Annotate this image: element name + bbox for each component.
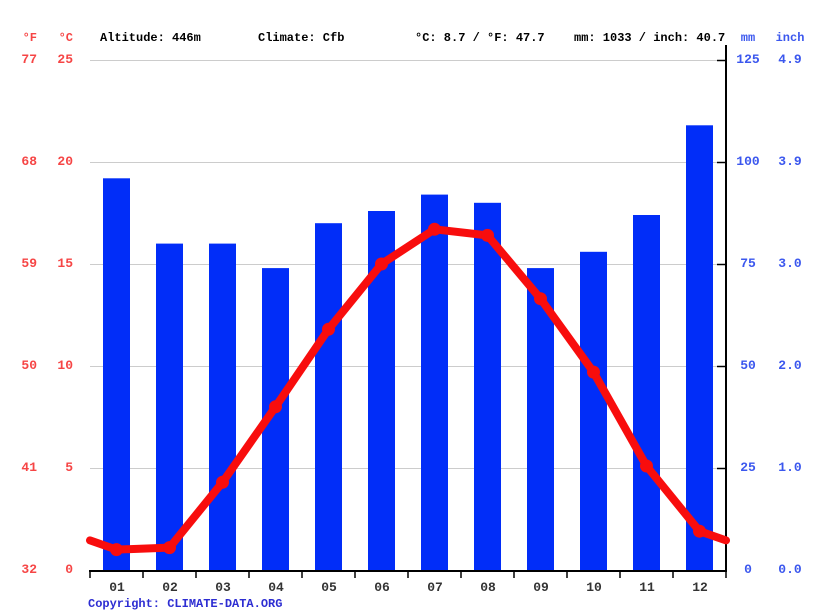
month-label-06: 06 (374, 580, 390, 595)
mm-tick-label: 25 (740, 460, 756, 475)
precipitation-bar-10 (580, 251, 607, 572)
copyright: Copyright: CLIMATE-DATA.ORG (88, 596, 282, 611)
precipitation-bar-07 (421, 194, 448, 571)
inch-tick-label: 4.9 (778, 52, 802, 67)
total-precipitation-text: mm: 1033 / inch: 40.7 (574, 31, 726, 45)
temperature-point-11 (640, 459, 653, 473)
mm-tick-label: 0 (744, 562, 752, 577)
inch-tick-label: 3.9 (778, 154, 802, 169)
copyright-prefix: Copyright: (88, 597, 161, 611)
temperature-point-08 (481, 228, 494, 242)
mm-tick-label: 50 (740, 358, 756, 373)
celsius-axis-title: °C (58, 31, 73, 45)
month-label-11: 11 (639, 580, 655, 595)
month-label-09: 09 (533, 580, 549, 595)
fahrenheit-tick-label: 77 (21, 52, 37, 67)
fahrenheit-tick-label: 32 (21, 562, 37, 577)
precipitation-bar-03 (209, 243, 236, 571)
temperature-point-05 (322, 322, 335, 336)
month-label-01: 01 (109, 580, 125, 595)
mm-tick-label: 75 (740, 256, 756, 271)
month-label-02: 02 (162, 580, 178, 595)
copyright-site-link[interactable]: CLIMATE-DATA.ORG (167, 597, 283, 611)
altitude-text: Altitude: 446m (100, 31, 201, 45)
temperature-point-06 (375, 257, 388, 271)
celsius-tick-label: 15 (57, 256, 73, 271)
temperature-point-12 (693, 524, 706, 538)
fahrenheit-tick-label: 59 (21, 256, 37, 271)
precipitation-bar-12 (686, 125, 713, 572)
celsius-tick-label: 10 (57, 358, 73, 373)
fahrenheit-tick-label: 68 (21, 154, 37, 169)
temperature-point-07 (428, 222, 441, 236)
celsius-tick-label: 0 (65, 562, 73, 577)
precipitation-bar-05 (315, 223, 342, 571)
precipitation-bar-11 (633, 215, 660, 571)
celsius-tick-label: 25 (57, 52, 73, 67)
month-label-10: 10 (586, 580, 602, 595)
month-label-08: 08 (480, 580, 496, 595)
inch-tick-label: 2.0 (778, 358, 802, 373)
precipitation-bar-01 (103, 178, 130, 572)
temperature-point-01 (110, 543, 123, 557)
fahrenheit-tick-label: 50 (21, 358, 37, 373)
mean-temperature-text: °C: 8.7 / °F: 47.7 (415, 31, 545, 45)
temperature-point-09 (534, 292, 547, 306)
month-label-05: 05 (321, 580, 337, 595)
climate-class-text: Climate: Cfb (258, 31, 345, 45)
inch-axis-title: inch (775, 31, 805, 45)
temperature-point-03 (216, 475, 229, 489)
temperature-point-02 (163, 541, 176, 555)
fahrenheit-tick-label: 41 (21, 460, 37, 475)
month-label-12: 12 (692, 580, 708, 595)
month-label-07: 07 (427, 580, 443, 595)
precipitation-bar-09 (527, 268, 554, 571)
precipitation-bar-02 (156, 243, 183, 571)
celsius-tick-label: 20 (57, 154, 73, 169)
inch-tick-label: 3.0 (778, 256, 802, 271)
temperature-point-10 (587, 365, 600, 379)
celsius-tick-label: 5 (65, 460, 73, 475)
month-label-03: 03 (215, 580, 231, 595)
temperature-point-04 (269, 400, 282, 414)
fahrenheit-axis-title: °F (22, 31, 37, 45)
precipitation-bar-08 (474, 202, 501, 572)
mm-axis-title: mm (740, 31, 756, 45)
inch-tick-label: 1.0 (778, 460, 802, 475)
inch-tick-label: 0.0 (778, 562, 802, 577)
month-label-04: 04 (268, 580, 284, 595)
mm-tick-label: 125 (736, 52, 760, 67)
mm-tick-label: 100 (736, 154, 760, 169)
temperature-line (86, 225, 730, 554)
